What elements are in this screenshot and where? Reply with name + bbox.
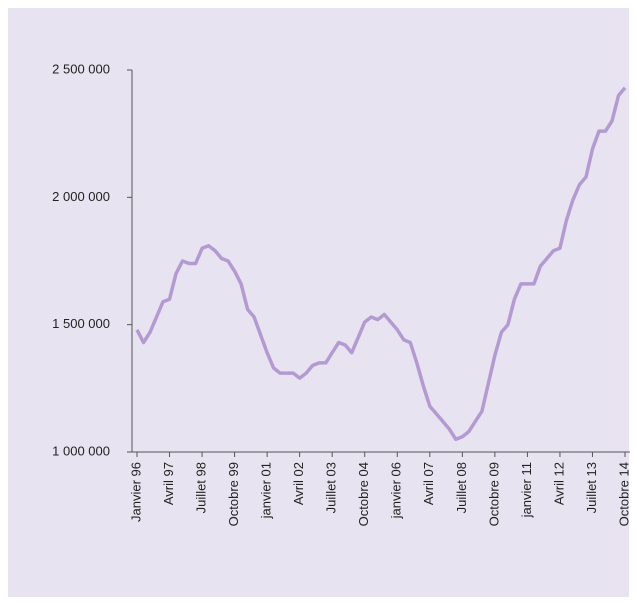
- x-tick-label: Juillet 03: [324, 462, 339, 513]
- y-tick-label: 2 000 000: [52, 189, 110, 204]
- x-tick-label: Juillet 13: [584, 462, 599, 513]
- x-tick-label: janvier 11: [519, 462, 534, 518]
- chart-background: [8, 8, 629, 597]
- x-tick-label: Avril 02: [291, 462, 306, 505]
- x-tick-label: Juillet 98: [194, 462, 209, 513]
- x-tick-label: Avril 12: [551, 462, 566, 505]
- line-series: [135, 86, 627, 442]
- x-tick-label: Janvier 96: [128, 462, 143, 522]
- y-tick-label: 1 500 000: [52, 316, 110, 331]
- x-tick-label: Avril 97: [161, 462, 176, 505]
- x-tick-label: Avril 07: [421, 462, 436, 505]
- x-tick-label: Octobre 09: [486, 462, 501, 526]
- x-tick-label: Octobre 99: [226, 462, 241, 526]
- x-tick-label: Octobre 14: [616, 462, 631, 526]
- y-tick-label: 1 000 000: [52, 443, 110, 458]
- x-tick-label: Juillet 08: [454, 462, 469, 513]
- y-tick-label: 2 500 000: [52, 61, 110, 76]
- x-tick-label: Octobre 04: [356, 462, 371, 526]
- x-tick-label: janvier 01: [259, 462, 274, 519]
- x-tick-label: janvier 06: [389, 462, 404, 519]
